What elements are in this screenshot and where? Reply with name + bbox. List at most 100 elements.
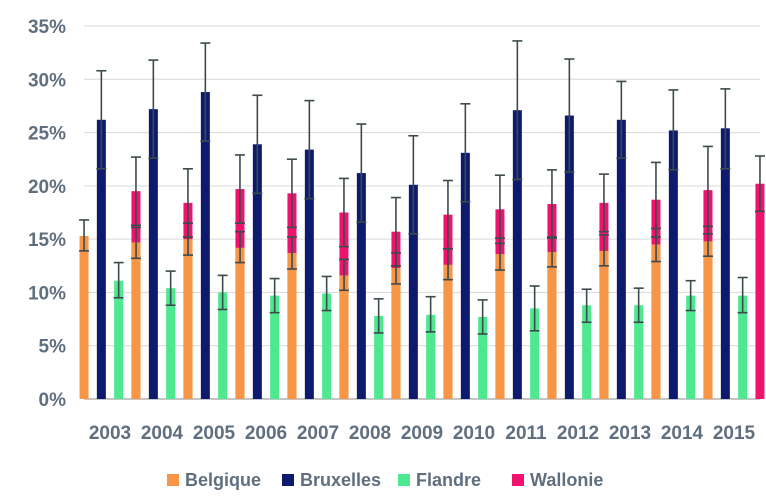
bar-flandre-2003	[114, 280, 124, 399]
legend-swatch	[282, 474, 294, 486]
bar-bruxelles-2011	[512, 110, 522, 399]
x-tick-label: 2005	[193, 423, 236, 444]
bar-bruxelles-2010	[460, 152, 470, 399]
bars	[79, 92, 765, 400]
error-bar-belgique-2007	[287, 236, 298, 270]
bar-flandre-2015	[738, 295, 748, 399]
bar-belgique-2006	[235, 247, 245, 399]
bar-bruxelles-2014	[668, 130, 678, 399]
error-bar-belgique-2003	[79, 219, 90, 252]
error-bar-flandre-2012	[581, 288, 592, 324]
bar-flandre-2010	[478, 316, 488, 399]
bar-bruxelles-2015	[720, 128, 730, 399]
x-tick-label: 2013	[609, 423, 651, 444]
bar-belgique-2012	[547, 251, 557, 399]
y-tick-label: 0%	[39, 390, 67, 411]
bar-bruxelles-2009	[408, 184, 418, 399]
x-tick-label: 2011	[505, 423, 547, 444]
error-bar-bruxelles-2007	[304, 99, 315, 200]
error-bar-bruxelles-2015	[720, 88, 731, 170]
error-bar-bruxelles-2011	[512, 40, 523, 181]
legend-label: Belgique	[185, 470, 261, 490]
error-bar-belgique-2004	[131, 226, 142, 260]
y-tick-label: 5%	[39, 337, 67, 358]
legend: Belgique Bruxelles Flandre Wallonie	[167, 470, 603, 490]
error-bar-flandre-2013	[633, 287, 644, 324]
bar-belgique-2014	[651, 244, 661, 399]
bar-bruxelles-2004	[148, 109, 158, 399]
x-tick-label: 2009	[401, 423, 443, 444]
x-tick-label: 2003	[89, 423, 131, 444]
error-bar-flandre-2008	[373, 298, 384, 334]
gridlines	[84, 25, 760, 400]
error-bar-bruxelles-2010	[460, 102, 471, 203]
error-bar-flandre-2015	[737, 276, 748, 314]
error-bar-wallonie-2007	[338, 177, 349, 248]
legend-swatch	[512, 474, 524, 486]
error-bar-flandre-2010	[477, 299, 488, 335]
error-bar-bruxelles-2004	[148, 59, 159, 159]
x-tick-label: 2007	[297, 423, 339, 444]
error-bar-flandre-2007	[321, 275, 332, 312]
bar-belgique-2009	[391, 267, 401, 399]
legend-label: Flandre	[416, 470, 481, 490]
error-bar-bruxelles-2012	[564, 58, 575, 173]
x-tick-label: 2015	[713, 423, 756, 444]
error-bar-flandre-2006	[269, 277, 280, 314]
error-bar-bruxelles-2009	[408, 134, 419, 235]
x-tick-label: 2004	[141, 423, 184, 444]
error-bar-belgique-2014	[651, 227, 662, 263]
y-tick-label: 15%	[28, 230, 66, 251]
error-bar-flandre-2003	[113, 261, 124, 299]
y-tick-label: 30%	[28, 70, 66, 91]
bar-wallonie-2015	[755, 183, 765, 399]
bar-belgique-2007	[287, 252, 297, 399]
legend-item-belgique: Belgique	[167, 470, 261, 490]
x-tick-label: 2012	[557, 423, 599, 444]
bar-bruxelles-2008	[356, 173, 366, 399]
bar-flandre-2009	[426, 314, 436, 399]
error-bar-bruxelles-2005	[200, 42, 211, 142]
bar-belgique-2005	[183, 239, 193, 399]
error-bar-bruxelles-2013	[616, 80, 627, 159]
y-axis-tick-labels: 0% 5% 10% 15% 20% 25% 30% 35%	[28, 17, 66, 411]
bar-flandre-2005	[218, 292, 228, 399]
error-bar-belgique-2010	[443, 247, 454, 281]
legend-item-bruxelles: Bruxelles	[282, 470, 381, 490]
bar-flandre-2006	[270, 295, 280, 399]
error-bar-bruxelles-2003	[96, 69, 107, 170]
error-bar-bruxelles-2008	[356, 123, 367, 223]
bar-flandre-2008	[374, 315, 384, 399]
bar-belgique-2015	[703, 241, 713, 399]
error-bar-belgique-2011	[495, 237, 506, 271]
bar-bruxelles-2007	[304, 149, 314, 399]
error-bar-wallonie-2015	[754, 155, 765, 213]
bar-flandre-2004	[166, 288, 176, 399]
error-bar-bruxelles-2006	[252, 94, 263, 195]
error-bar-wallonie-2003	[130, 156, 141, 227]
bar-belgique-2011	[495, 254, 505, 399]
bar-belgique-2008	[339, 275, 349, 399]
error-bar-belgique-2012	[547, 236, 558, 268]
error-bar-flandre-2009	[425, 295, 436, 333]
legend-item-flandre: Flandre	[398, 470, 481, 490]
x-tick-label: 2010	[453, 423, 495, 444]
error-bar-flandre-2011	[529, 285, 540, 332]
error-bar-belgique-2009	[391, 252, 402, 285]
error-bar-flandre-2005	[217, 274, 228, 311]
bar-belgique-2013	[599, 250, 609, 399]
y-tick-label: 10%	[28, 283, 66, 304]
bar-bruxelles-2003	[96, 119, 106, 399]
x-tick-label: 2008	[349, 423, 391, 444]
legend-label: Bruxelles	[300, 470, 381, 490]
legend-label: Wallonie	[530, 470, 603, 490]
bar-flandre-2007	[322, 293, 332, 399]
bar-belgique-2003	[79, 235, 89, 399]
bar-bruxelles-2012	[564, 115, 574, 400]
error-bar-wallonie-2005	[234, 154, 245, 224]
bar-flandre-2014	[686, 295, 696, 399]
error-bar-flandre-2014	[685, 279, 696, 312]
bar-belgique-2004	[131, 242, 141, 399]
